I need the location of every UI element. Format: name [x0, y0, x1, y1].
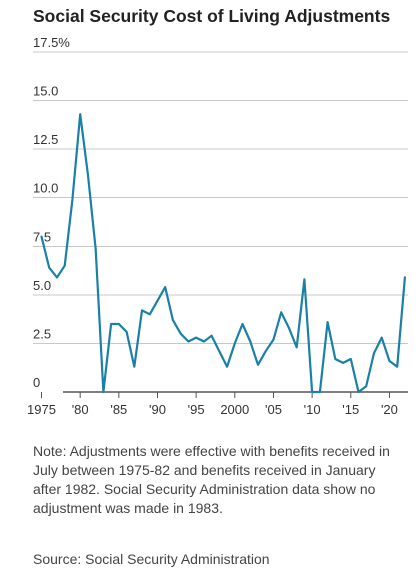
chart-source: Source: Social Security Administration: [33, 550, 270, 569]
x-tick-label: '05: [265, 402, 282, 417]
x-tick-label: '95: [188, 402, 205, 417]
x-tick-label: '20: [381, 402, 398, 417]
y-tick-label: 12.5: [33, 132, 58, 147]
y-axis-tick-labels: 02.55.07.510.012.515.017.5%: [33, 35, 70, 390]
x-tick-label: 2000: [220, 402, 249, 417]
series-line: [42, 114, 405, 392]
x-tick-label: '10: [304, 402, 321, 417]
line-chart: 02.55.07.510.012.515.017.5% 1975'80'85'9…: [0, 0, 420, 440]
x-tick-label: 1975: [27, 402, 56, 417]
x-tick-label: '15: [342, 402, 359, 417]
x-axis: [42, 392, 408, 398]
chart-note: Note: Adjustments were effective with be…: [33, 442, 403, 518]
x-tick-label: '90: [149, 402, 166, 417]
x-axis-tick-labels: 1975 '80 '85 '90 '95 2000 '05 '10 '15 '20: [27, 402, 398, 417]
y-tick-label: 5.0: [33, 278, 51, 293]
x-tick-label: '80: [72, 402, 89, 417]
y-tick-label: 15.0: [33, 84, 58, 99]
x-tick-label: '85: [110, 402, 127, 417]
y-tick-label: 10.0: [33, 181, 58, 196]
series-lines: [42, 114, 405, 392]
y-tick-label: 2.5: [33, 326, 51, 341]
y-tick-label: 0: [33, 375, 40, 390]
y-tick-label: 17.5%: [33, 35, 70, 50]
